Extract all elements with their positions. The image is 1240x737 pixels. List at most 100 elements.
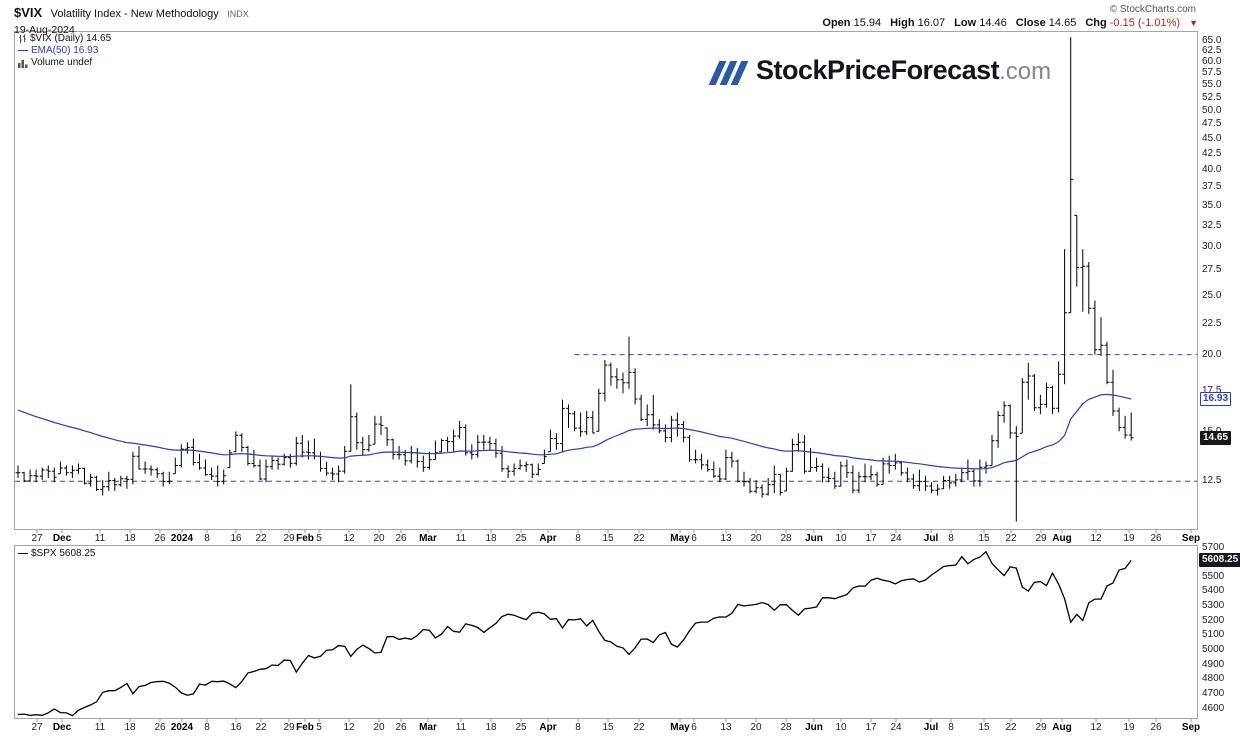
x-axis-label: 5 <box>316 722 322 733</box>
vix-dashed-levels <box>15 354 1197 482</box>
spx-y-axis-label: 5400 <box>1202 585 1225 597</box>
x-axis-label: Jun <box>805 533 823 544</box>
x-axis-label: 8 <box>575 533 581 544</box>
quote-open-label: Open <box>822 17 851 29</box>
x-axis-label: 26 <box>395 722 407 733</box>
vix-y-axis-label: 12.5 <box>1202 474 1222 486</box>
x-axis-label: 22 <box>255 722 267 733</box>
x-axis-label: 12 <box>343 722 355 733</box>
vix-y-axis-label: 30.0 <box>1202 240 1222 252</box>
vix-legend-label: $VIX (Daily) 14.65 <box>30 33 112 44</box>
spx-y-axis-label: 4700 <box>1202 688 1225 699</box>
vix-ohlc-bars <box>15 37 1134 522</box>
vix-y-axis-label: 65.0 <box>1202 34 1222 46</box>
x-axis-label: 12 <box>1090 722 1102 733</box>
x-axis-label: 24 <box>890 533 902 544</box>
x-axis-label: 27 <box>31 722 43 733</box>
exchange-label: INDX <box>227 9 249 19</box>
x-axis-label: 27 <box>31 533 43 544</box>
spx-y-axis-label: 5000 <box>1202 644 1225 655</box>
x-axis-label: 22 <box>633 722 645 733</box>
axis-tick-marks <box>36 529 1192 722</box>
x-axis-label: 26 <box>154 722 166 733</box>
x-axis-label: 20 <box>373 533 385 544</box>
spx-y-axis-label: 4800 <box>1202 673 1225 685</box>
x-axis-label: 22 <box>1005 533 1017 544</box>
x-axis-label: 2024 <box>170 722 194 733</box>
quote-high-label: High <box>890 17 915 29</box>
watermark-brand-text: StockPriceForecast <box>756 55 1000 85</box>
x-axis-label: 13 <box>720 722 732 733</box>
x-axis-label: 20 <box>750 722 762 733</box>
x-axis-label: 8 <box>204 533 210 544</box>
x-axis-label: 20 <box>750 533 762 544</box>
stockcharts-copyright-link[interactable]: © StockCharts.com <box>1109 4 1196 15</box>
vix-y-axis-label: 32.5 <box>1202 219 1222 231</box>
x-axis-label: May <box>670 722 690 733</box>
x-axis-label: 8 <box>204 722 210 733</box>
x-axis-label: 24 <box>890 722 902 733</box>
x-axis-label: Feb <box>296 533 314 544</box>
x-axis-label: Jun <box>805 722 823 733</box>
vix-y-axis-label: 52.5 <box>1202 91 1222 103</box>
x-axis-label: 17 <box>865 533 877 544</box>
x-axis-label: 11 <box>94 533 106 544</box>
quote-change-label: Chg <box>1085 17 1107 29</box>
x-axis-label: 20 <box>373 722 385 733</box>
x-axis-label: 2024 <box>170 533 194 544</box>
x-axis-label: Aug <box>1052 722 1072 733</box>
x-axis-label: 22 <box>633 533 645 544</box>
x-axis-label: 25 <box>515 722 527 733</box>
x-axis-label: 22 <box>255 533 267 544</box>
x-axis-label: May <box>670 533 690 544</box>
x-axis-label: 29 <box>1035 533 1047 544</box>
quote-low-value: 14.46 <box>979 17 1007 29</box>
panel-borders <box>14 31 1198 719</box>
ema-line-swatch-icon: — <box>18 45 28 56</box>
vix-y-axis-label: 47.5 <box>1202 118 1222 130</box>
x-axis-label: 28 <box>780 533 792 544</box>
vix-y-axis-label: 35.0 <box>1202 199 1222 211</box>
spx-value-badge: 5608.25 <box>1199 553 1240 568</box>
spx-line-swatch-icon: — <box>18 548 28 559</box>
x-axis-label: 11 <box>94 722 106 733</box>
change-down-icon: ▼ <box>1189 18 1198 28</box>
vix-y-axis-label: 27.5 <box>1202 264 1222 276</box>
vix-y-axis-label: 22.5 <box>1202 317 1222 329</box>
vix-y-axis-label: 57.5 <box>1202 67 1222 79</box>
x-axis-label: 26 <box>1150 722 1162 733</box>
spx-y-axis-label: 4900 <box>1202 658 1225 670</box>
x-axis-label: 8 <box>948 722 954 733</box>
x-axis-label: Apr <box>539 533 557 544</box>
quote-change: Chg -0.15 (-1.01%) <box>1085 17 1180 29</box>
quote-high-value: 16.07 <box>917 17 946 29</box>
x-axis-label: 11 <box>455 533 467 544</box>
x-axis-label: 19 <box>1123 722 1135 733</box>
vix-y-axis-label: 40.0 <box>1202 164 1222 176</box>
watermark-suffix-text: .com <box>999 58 1052 85</box>
spx-y-axis-label: 5200 <box>1202 614 1225 626</box>
spx-price-line <box>17 550 1132 717</box>
x-axis-label: Jul <box>923 533 939 544</box>
x-axis-label: 18 <box>124 722 136 733</box>
quote-high: High 16.07 <box>890 17 945 29</box>
x-axis-label: 22 <box>1005 722 1017 733</box>
x-axis-label: Sep <box>1181 722 1201 733</box>
vix-y-axis-label: 62.5 <box>1202 45 1222 56</box>
x-axis-label: 26 <box>1150 533 1162 544</box>
x-axis-label: 18 <box>485 533 497 544</box>
x-axis-label: 29 <box>1035 722 1047 733</box>
x-axis-label: 15 <box>978 722 990 733</box>
x-axis-label: Jul <box>923 722 939 733</box>
spx-y-axis-label: 5700 <box>1202 541 1225 553</box>
vix-y-axis-label: 50.0 <box>1202 104 1222 116</box>
x-axis-label: Mar <box>419 533 437 544</box>
quote-close-value: 14.65 <box>1048 17 1077 29</box>
x-axis-label: 29 <box>283 722 295 733</box>
x-axis-label: Dec <box>52 722 72 733</box>
quote-open-value: 15.94 <box>853 17 882 29</box>
vix-y-axis-label: 42.5 <box>1202 148 1222 159</box>
x-axis-label: 15 <box>602 722 614 733</box>
